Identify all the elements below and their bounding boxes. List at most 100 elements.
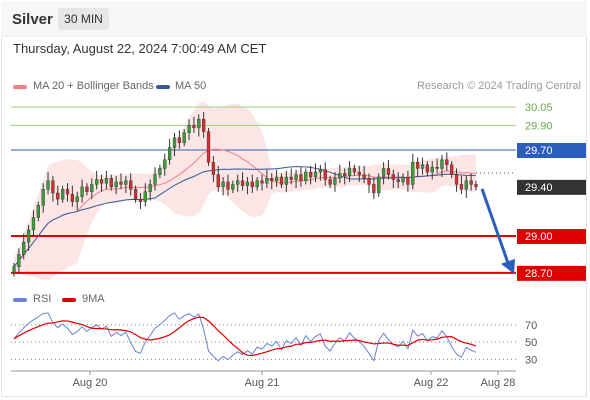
candle-body-26 (138, 198, 143, 202)
candle-body-7 (46, 180, 50, 190)
candle-body-50 (255, 180, 259, 188)
price-label-bg-5 (517, 265, 586, 281)
candle-body-11 (65, 189, 70, 195)
candle-body-70 (352, 168, 357, 173)
forecast-arrow-head (501, 258, 515, 274)
timeframe-button[interactable]: 30 MIN (58, 8, 109, 30)
price-label-2: 29.70 (525, 145, 553, 157)
candle-body-76 (381, 168, 386, 178)
candle-body-28 (148, 184, 152, 192)
candle-body-82 (411, 162, 415, 185)
candle-body-56 (284, 176, 288, 185)
candle-body-42 (216, 174, 220, 188)
candle-body-20 (109, 178, 113, 188)
rsi-legend-swatch (13, 298, 27, 302)
x-tick-label-0: Aug 20 (73, 377, 108, 389)
candle-body-19 (104, 178, 109, 184)
ma9-legend-swatch (62, 298, 76, 302)
candle-body-5 (36, 205, 40, 218)
candle-body-69 (347, 168, 352, 177)
candle-body-55 (279, 176, 284, 185)
candle-body-2 (22, 241, 26, 255)
candle-body-68 (343, 173, 347, 176)
rsi-tick-30: 30 (525, 354, 537, 366)
candle-body-29 (153, 174, 157, 185)
candle-body-1 (17, 254, 21, 267)
candle-body-35 (182, 132, 186, 143)
candle-body-94 (469, 180, 473, 185)
candle-body-8 (51, 180, 55, 194)
ma20-legend-label: MA 20 + Bollinger Bands (33, 80, 154, 92)
forecast-arrow-shaft (480, 188, 511, 267)
chart-header: Silver 30 MIN (1, 1, 587, 37)
candle-body-43 (221, 181, 225, 188)
candle-body-47 (240, 180, 245, 186)
candle-body-4 (31, 217, 36, 231)
rsi-tick-50: 50 (525, 337, 537, 349)
candle-body-90 (450, 164, 454, 175)
candle-body-6 (41, 189, 45, 206)
candle-body-58 (294, 174, 298, 180)
price-label-5: 28.70 (525, 268, 553, 280)
candle-body-54 (274, 176, 279, 181)
candle-body-12 (70, 194, 75, 202)
candle-body-57 (289, 176, 293, 180)
copyright-text: Research © 2024 Trading Central (416, 80, 581, 92)
candle-body-83 (415, 162, 420, 169)
bollinger-band (14, 101, 476, 281)
candle-body-23 (124, 180, 128, 185)
candle-body-95 (474, 184, 478, 188)
candle-body-80 (401, 176, 405, 183)
rsi-tick-70: 70 (525, 320, 537, 332)
chart-datetime: Thursday, August 22, 2024 7:00:49 AM CET (13, 41, 267, 56)
ma20-legend-swatch (13, 85, 27, 89)
candle-body-14 (80, 186, 84, 197)
candle-body-67 (338, 173, 342, 179)
candle-body-59 (299, 174, 303, 181)
candle-body-87 (435, 166, 439, 169)
candle-body-45 (231, 184, 235, 190)
price-label-4: 29.00 (525, 231, 553, 243)
candle-body-30 (158, 168, 162, 175)
candle-body-37 (192, 125, 196, 129)
candle-body-93 (464, 180, 468, 190)
candle-body-13 (75, 196, 79, 202)
candle-body-91 (454, 174, 459, 185)
candle-body-65 (328, 179, 332, 185)
candle-body-71 (357, 171, 361, 175)
candle-body-21 (114, 181, 118, 188)
candle-body-74 (372, 184, 376, 194)
candle-body-3 (26, 229, 31, 243)
candle-body-66 (333, 178, 337, 185)
candle-body-81 (406, 176, 410, 185)
candle-body-77 (386, 168, 391, 175)
candle-body-0 (12, 266, 16, 274)
candle-body-86 (430, 166, 434, 173)
candle-body-52 (265, 178, 269, 184)
candle-body-63 (318, 169, 323, 173)
candle-body-60 (304, 171, 308, 181)
candle-body-64 (323, 169, 327, 180)
candle-body-33 (172, 137, 177, 148)
candle-body-44 (226, 181, 230, 190)
candle-body-24 (129, 180, 133, 190)
candle-body-53 (270, 178, 274, 181)
candle-body-9 (56, 192, 60, 200)
candle-body-73 (367, 178, 371, 185)
x-tick-label-3: Aug 28 (481, 377, 516, 389)
candle-body-22 (119, 181, 123, 185)
candle-body-31 (163, 159, 167, 169)
rsi-ma-line (13, 316, 477, 357)
candle-body-61 (309, 171, 313, 178)
candle-body-49 (250, 181, 254, 188)
candle-body-89 (445, 159, 449, 165)
candle-body-79 (396, 179, 400, 183)
candle-body-92 (459, 184, 464, 190)
candle-body-85 (425, 164, 430, 173)
candle-body-78 (391, 174, 395, 180)
candle-body-34 (177, 137, 181, 143)
ma50-line (13, 166, 477, 268)
price-label-bg-3 (517, 179, 586, 195)
price-label-bg-2 (517, 143, 586, 158)
